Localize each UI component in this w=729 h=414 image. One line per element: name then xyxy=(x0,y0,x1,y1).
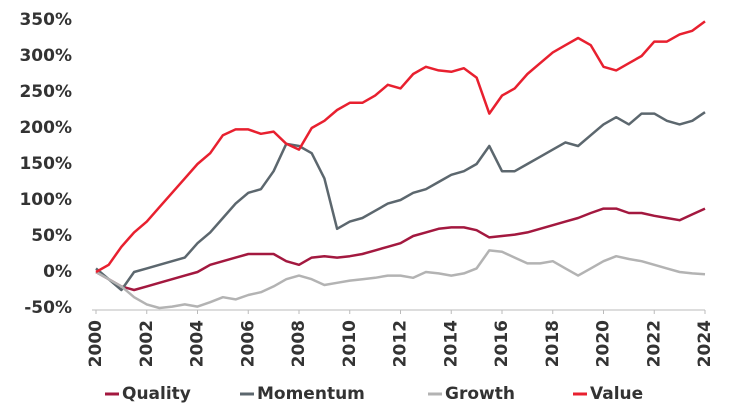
x-tick-label: 2004 xyxy=(188,320,208,367)
x-tick-label: 2006 xyxy=(238,320,258,367)
y-tick-label: 350% xyxy=(19,10,72,30)
y-tick-label: 250% xyxy=(19,82,72,102)
series-line xyxy=(95,207,706,292)
y-tick-label: 50% xyxy=(31,226,72,246)
series-line xyxy=(95,111,706,292)
series-line xyxy=(95,249,706,310)
series-line xyxy=(95,20,706,274)
legend-label: Growth xyxy=(445,384,515,404)
legend-label: Momentum xyxy=(257,384,365,404)
x-tick-label: 2022 xyxy=(644,320,664,367)
x-tick-label: 2000 xyxy=(86,320,106,367)
y-tick-label: 150% xyxy=(19,154,72,174)
x-tick-label: 2020 xyxy=(594,320,614,367)
x-tick-label: 2018 xyxy=(543,320,563,367)
x-tick-label: 2014 xyxy=(441,320,461,367)
x-tick-label: 2016 xyxy=(492,320,512,367)
y-tick-label: 300% xyxy=(19,46,72,66)
y-tick-label: 100% xyxy=(19,190,72,210)
legend-label: Value xyxy=(590,384,643,404)
legend-label: Quality xyxy=(122,384,191,404)
x-tick-label: 2002 xyxy=(137,320,157,367)
y-tick-label: -50% xyxy=(24,298,72,318)
x-tick-label: 2008 xyxy=(289,320,309,367)
x-tick-label: 2024 xyxy=(695,320,715,367)
y-tick-label: 0% xyxy=(43,262,72,282)
x-tick-label: 2010 xyxy=(340,320,360,367)
y-tick-label: 200% xyxy=(19,118,72,138)
x-tick-label: 2012 xyxy=(391,320,411,367)
